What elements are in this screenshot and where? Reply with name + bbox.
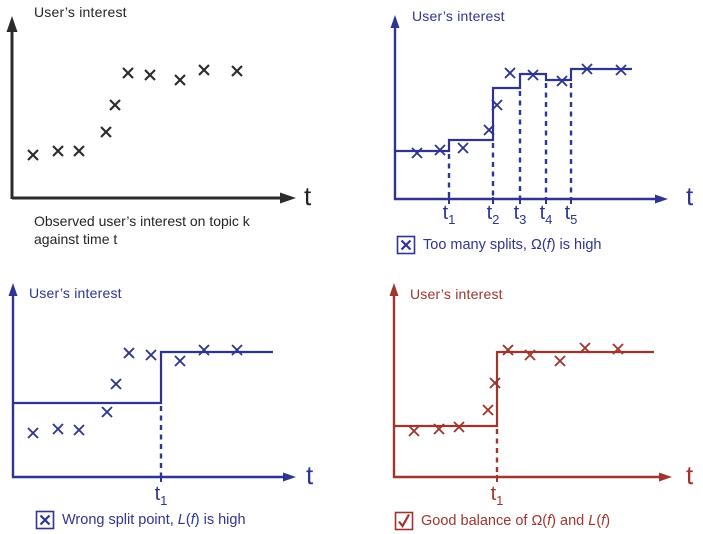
data-point-x-mark <box>527 69 539 81</box>
verdict-caption-wrong-split-point: Wrong split point, L(f) is high <box>35 510 246 530</box>
chart-title-good-balance: User’s interest <box>410 286 503 302</box>
verdict-caption-text: Too many splits, Ω(f) is high <box>423 237 602 253</box>
data-point-x-mark <box>101 406 113 418</box>
data-point-x-mark <box>615 64 627 76</box>
check-icon <box>394 511 414 531</box>
data-point-x-mark <box>579 342 591 354</box>
chart-title-wrong-split-point: User’s interest <box>29 285 122 301</box>
data-point-x-mark <box>434 144 446 156</box>
split-tick-label-wrong-split-point-t1: t1 <box>154 483 168 508</box>
caption-observed: Observed user’s interest on topic k agai… <box>34 212 314 248</box>
split-tick-label-good-balance-t1: t1 <box>490 483 504 508</box>
verdict-caption-good-balance: Good balance of Ω(f) and L(f) <box>394 511 610 531</box>
data-point-x-mark <box>73 145 85 157</box>
caption-observed-line2: against time t <box>34 231 118 247</box>
data-point-x-mark <box>411 147 423 159</box>
data-point-x-mark <box>556 75 568 87</box>
x-axis-label-too-many-splits: t <box>686 181 694 211</box>
x-axis-label-observed: t <box>304 181 312 211</box>
data-point-x-mark <box>489 377 501 389</box>
data-point-x-mark <box>231 65 243 77</box>
data-point-x-mark <box>504 67 516 79</box>
data-point-x-mark <box>581 63 593 75</box>
data-point-x-mark <box>483 124 495 136</box>
data-point-x-mark <box>110 378 122 390</box>
chart-title-observed: User’s interest <box>34 4 127 20</box>
data-point-x-mark <box>109 99 121 111</box>
x-axis-label-wrong-split-point: t <box>306 460 314 490</box>
data-point-x-mark <box>524 349 536 361</box>
data-point-x-mark <box>453 421 465 433</box>
data-point-x-mark <box>145 349 157 361</box>
data-point-x-mark <box>123 347 135 359</box>
data-point-x-mark <box>52 423 64 435</box>
data-point-x-mark <box>231 344 243 356</box>
data-point-x-mark <box>457 142 469 154</box>
data-point-x-mark <box>408 425 420 437</box>
data-point-x-mark <box>174 74 186 86</box>
data-point-x-mark <box>198 344 210 356</box>
data-point-x-mark <box>144 69 156 81</box>
caption-observed-line1: Observed user’s interest on topic k <box>34 213 250 229</box>
data-point-x-mark <box>100 126 112 138</box>
verdict-caption-text: Good balance of Ω(f) and L(f) <box>421 513 611 529</box>
x-axis-label-good-balance: t <box>686 460 694 490</box>
x-box-icon <box>35 510 55 530</box>
split-tick-label-too-many-splits-t2: t2 <box>486 202 500 227</box>
data-point-x-mark <box>122 67 134 79</box>
data-point-x-mark <box>27 149 39 161</box>
data-point-x-mark <box>491 99 503 111</box>
split-tick-label-too-many-splits-t1: t1 <box>442 202 456 227</box>
data-point-x-mark <box>198 64 210 76</box>
data-point-x-mark <box>433 423 445 435</box>
verdict-caption-too-many-splits: Too many splits, Ω(f) is high <box>396 235 601 255</box>
data-point-x-mark <box>52 145 64 157</box>
data-point-x-mark <box>174 355 186 367</box>
split-tick-label-too-many-splits-t3: t3 <box>513 202 527 227</box>
split-tick-label-too-many-splits-t5: t5 <box>564 202 578 227</box>
data-point-x-mark <box>502 344 514 356</box>
data-point-x-mark <box>554 355 566 367</box>
data-point-x-mark <box>482 404 494 416</box>
verdict-caption-text: Wrong split point, L(f) is high <box>62 512 246 528</box>
split-tick-label-too-many-splits-t4: t4 <box>539 202 553 227</box>
data-point-x-mark <box>73 424 85 436</box>
data-point-x-mark <box>612 343 624 355</box>
data-point-x-mark <box>27 427 39 439</box>
x-box-icon <box>396 235 416 255</box>
chart-title-too-many-splits: User’s interest <box>412 8 505 24</box>
